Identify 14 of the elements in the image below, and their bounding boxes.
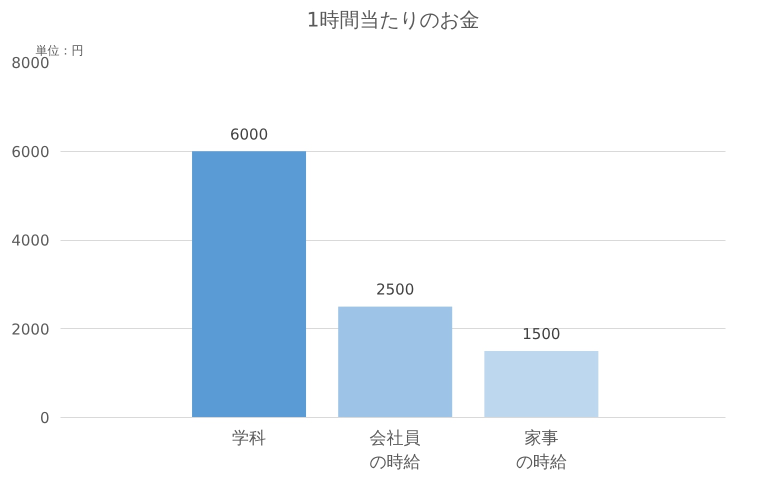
bar (484, 350, 598, 418)
y-tick-label: 2000 (11, 320, 50, 338)
x-tick-label: 会社員の時給 (370, 428, 421, 472)
y-tick-label: 6000 (11, 142, 50, 161)
data-label: 2500 (376, 280, 414, 299)
data-label: 1500 (522, 324, 560, 343)
data-label: 6000 (230, 125, 268, 144)
y-tick-label: 0 (40, 409, 50, 427)
bar (338, 306, 452, 418)
chart-title: 1時間当たりのお金 (306, 8, 480, 32)
x-tick-label: 学科 (232, 428, 266, 448)
y-tick-label: 4000 (11, 232, 50, 250)
x-tick-label: 家事の時給 (516, 428, 567, 472)
bar (192, 151, 306, 418)
